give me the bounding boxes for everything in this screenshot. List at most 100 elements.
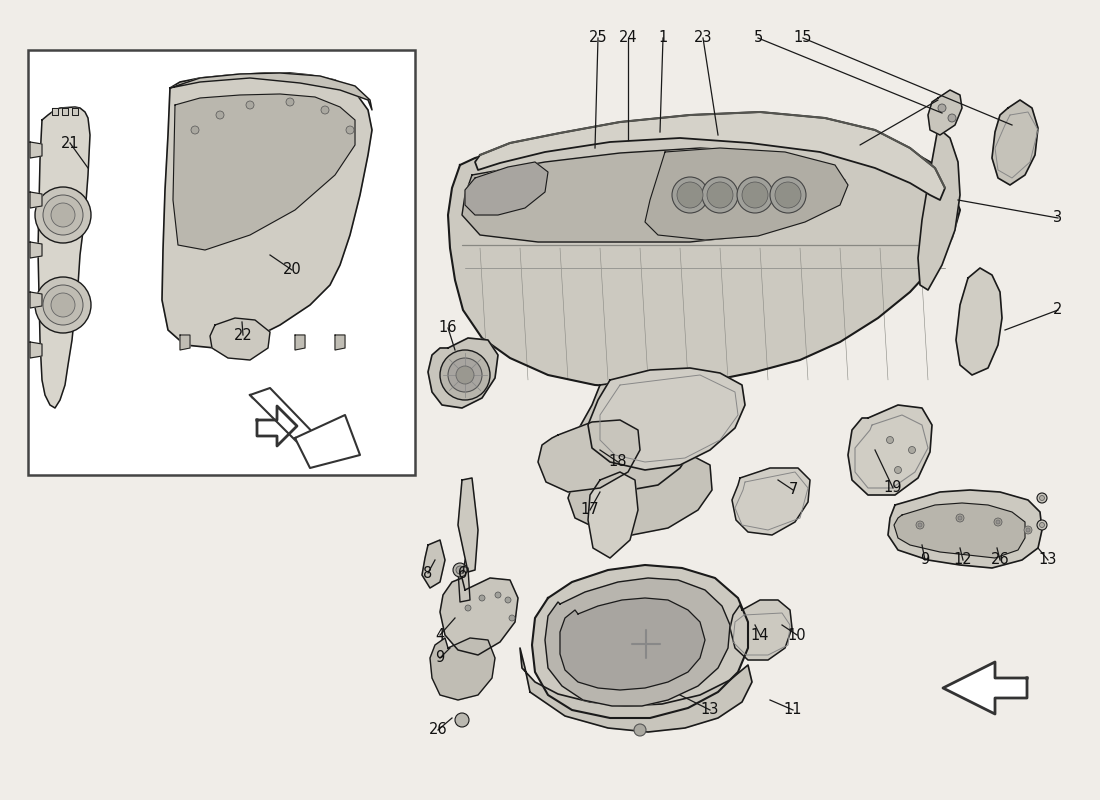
Circle shape — [191, 126, 199, 134]
Text: 25: 25 — [588, 30, 607, 46]
Circle shape — [505, 597, 512, 603]
Polygon shape — [440, 578, 518, 655]
Circle shape — [956, 514, 964, 522]
Polygon shape — [462, 148, 845, 242]
Text: 13: 13 — [701, 702, 719, 718]
Polygon shape — [255, 335, 265, 350]
Circle shape — [1040, 522, 1045, 527]
Text: 12: 12 — [954, 553, 972, 567]
Polygon shape — [30, 192, 42, 208]
Polygon shape — [520, 648, 752, 732]
Polygon shape — [162, 73, 372, 348]
Circle shape — [742, 182, 768, 208]
Circle shape — [495, 592, 500, 598]
Polygon shape — [532, 565, 748, 718]
Polygon shape — [475, 112, 945, 200]
Text: 24: 24 — [618, 30, 637, 46]
Polygon shape — [544, 578, 730, 706]
Text: 8: 8 — [424, 566, 432, 581]
Circle shape — [455, 713, 469, 727]
Text: 10: 10 — [788, 627, 806, 642]
Circle shape — [948, 114, 956, 122]
Polygon shape — [918, 128, 960, 290]
Text: 26: 26 — [991, 553, 1010, 567]
Polygon shape — [645, 148, 848, 240]
Polygon shape — [560, 598, 705, 690]
Text: 9: 9 — [436, 650, 444, 666]
Circle shape — [938, 104, 946, 112]
Polygon shape — [72, 108, 78, 115]
Circle shape — [456, 566, 464, 574]
Text: 11: 11 — [783, 702, 802, 718]
Circle shape — [51, 203, 75, 227]
Circle shape — [1040, 495, 1045, 501]
Circle shape — [51, 293, 75, 317]
Polygon shape — [428, 338, 498, 408]
Circle shape — [676, 182, 703, 208]
Polygon shape — [422, 540, 446, 588]
Circle shape — [440, 350, 490, 400]
Polygon shape — [458, 478, 478, 572]
Polygon shape — [848, 405, 932, 495]
Polygon shape — [250, 388, 324, 455]
Polygon shape — [538, 420, 640, 492]
Polygon shape — [448, 123, 960, 388]
Circle shape — [43, 195, 82, 235]
Text: 20: 20 — [283, 262, 301, 278]
Text: 23: 23 — [694, 30, 713, 46]
Polygon shape — [295, 335, 305, 350]
Polygon shape — [30, 292, 42, 308]
Text: 1: 1 — [659, 30, 668, 46]
Bar — [28, 50, 415, 475]
Text: 4: 4 — [436, 627, 444, 642]
Polygon shape — [928, 90, 962, 135]
Text: 14: 14 — [750, 627, 769, 642]
Polygon shape — [568, 448, 712, 535]
Circle shape — [776, 182, 801, 208]
Circle shape — [887, 437, 893, 443]
Polygon shape — [992, 100, 1038, 185]
Circle shape — [1026, 528, 1030, 532]
Circle shape — [737, 177, 773, 213]
Circle shape — [996, 520, 1000, 524]
Circle shape — [634, 724, 646, 736]
Circle shape — [346, 126, 354, 134]
Text: 18: 18 — [608, 454, 627, 470]
Circle shape — [246, 101, 254, 109]
Polygon shape — [588, 472, 638, 558]
Circle shape — [321, 106, 329, 114]
Circle shape — [35, 277, 91, 333]
Polygon shape — [180, 335, 190, 350]
Circle shape — [909, 446, 915, 454]
Text: 9: 9 — [921, 553, 929, 567]
Circle shape — [448, 358, 482, 392]
Text: 15: 15 — [794, 30, 812, 46]
Circle shape — [994, 518, 1002, 526]
Polygon shape — [30, 142, 42, 158]
Circle shape — [1037, 493, 1047, 503]
Text: 17: 17 — [581, 502, 600, 518]
Text: 6: 6 — [459, 566, 468, 581]
Polygon shape — [730, 600, 792, 660]
Polygon shape — [30, 242, 42, 258]
Polygon shape — [173, 94, 355, 250]
Polygon shape — [30, 342, 42, 358]
Circle shape — [702, 177, 738, 213]
Text: 21: 21 — [60, 135, 79, 150]
Circle shape — [216, 111, 224, 119]
Circle shape — [958, 516, 962, 520]
Polygon shape — [888, 490, 1042, 568]
Text: 13: 13 — [1038, 553, 1057, 567]
Polygon shape — [52, 108, 58, 115]
Polygon shape — [430, 638, 495, 700]
Text: 16: 16 — [439, 321, 458, 335]
Circle shape — [509, 615, 515, 621]
Circle shape — [478, 595, 485, 601]
Circle shape — [894, 466, 902, 474]
Polygon shape — [575, 380, 700, 490]
Polygon shape — [336, 335, 345, 350]
Polygon shape — [210, 318, 270, 360]
Polygon shape — [732, 468, 810, 535]
Circle shape — [672, 177, 708, 213]
Circle shape — [456, 366, 474, 384]
